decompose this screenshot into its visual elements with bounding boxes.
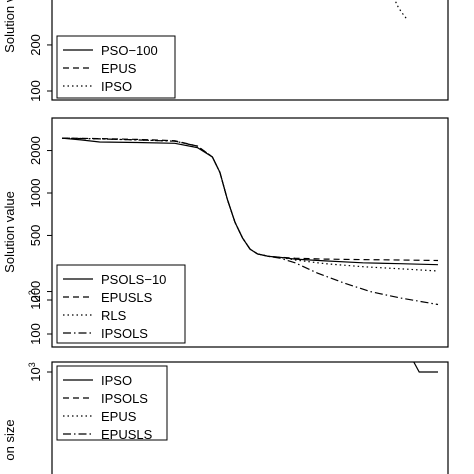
legend-label: IPSO <box>101 79 132 94</box>
middle-panel: Solution value <box>2 117 449 348</box>
middle-marks: 100 200 500 1000 2000 PSOLS−10 EPUSLS RLS IPSOLS <box>28 136 439 345</box>
bottom-legend: IPSO IPSOLS EPUS EPUSLS <box>56 365 168 442</box>
series-line-epusls <box>61 137 439 262</box>
series-line-psols-10 <box>61 137 439 266</box>
middle-legend: PSOLS−10 EPUSLS RLS IPSOLS <box>56 264 186 344</box>
middle-series-group <box>61 137 439 306</box>
series-line-epus <box>280 230 438 330</box>
top-y-tick-label: 200 <box>28 34 43 56</box>
top-marks: 100 200 PSO−100 EPUS IPSO <box>28 0 409 102</box>
legend-label: EPUS <box>101 409 137 424</box>
series-line-rls <box>61 137 439 272</box>
legend-label: EPUSLS <box>101 427 153 442</box>
legend-label: IPSO <box>101 373 132 388</box>
top-legend: PSO−100 EPUS IPSO <box>56 35 176 99</box>
middle-plot-frame <box>51 117 449 348</box>
bottom-y-axis-label: on size <box>2 419 17 460</box>
legend-label: IPSOLS <box>101 326 148 341</box>
series-line-ipso <box>413 362 438 373</box>
series-line-ipsols <box>288 228 438 322</box>
top-series-group <box>394 0 409 21</box>
bottom-y-tick-label: 103 <box>27 362 43 381</box>
legend-label: RLS <box>101 308 127 323</box>
bottom-series-group <box>280 228 438 373</box>
bottom-panel: on size <box>2 361 449 474</box>
middle-y-tick-label: 2000 <box>28 136 43 165</box>
middle-y-tick-label: 1000 <box>28 179 43 208</box>
legend-label: EPUSLS <box>101 290 153 305</box>
top-y-tick-label: 100 <box>28 80 43 102</box>
legend-label: EPUS <box>101 61 137 76</box>
middle-legend-box <box>56 264 186 344</box>
legend-label: PSO−100 <box>101 43 158 58</box>
legend-label: PSOLS−10 <box>101 272 166 287</box>
bottom-plot-frame <box>51 361 449 474</box>
bottom-legend-box <box>56 365 168 441</box>
middle-y-axis-label: Solution value <box>2 191 17 273</box>
top-y-axis-label: Solution value <box>2 0 17 53</box>
series-line-epusls <box>288 228 438 289</box>
middle-y-tick-label: 200 <box>28 281 43 303</box>
legend-label: IPSOLS <box>101 391 148 406</box>
top-legend-box <box>56 35 176 99</box>
middle-y-tick-label: 500 <box>28 225 43 247</box>
series-line-ipso <box>394 0 409 21</box>
middle-y-tick-label: 100 <box>28 323 43 345</box>
